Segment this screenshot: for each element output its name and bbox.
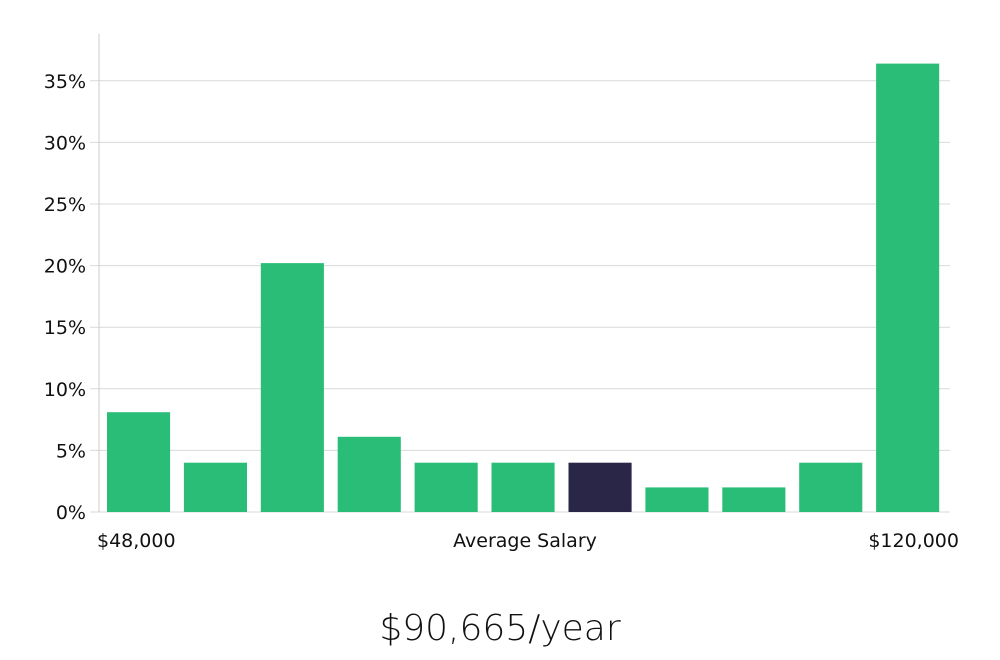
grid-lines: [90, 80, 950, 513]
bar: [260, 263, 324, 512]
bars: [107, 63, 940, 512]
bar: [337, 436, 401, 512]
y-tick-label: 20%: [44, 256, 86, 278]
x-label-max: $120,000: [868, 530, 959, 552]
y-tick-labels: 0% 5% 10% 15% 20% 25% 30% 35%: [44, 71, 86, 524]
y-tick-label: 15%: [44, 317, 86, 339]
x-label-center: Average Salary: [453, 530, 597, 552]
y-tick-label: 10%: [44, 379, 86, 401]
y-tick-label: 5%: [56, 440, 86, 462]
y-tick-label: 35%: [44, 71, 86, 93]
bar: [799, 462, 863, 512]
salary-histogram: 0% 5% 10% 15% 20% 25% 30% 35% $48,000 Average S…: [44, 33, 959, 552]
bar: [183, 462, 247, 512]
y-tick-label: 0%: [56, 502, 86, 524]
bar: [722, 487, 786, 512]
bar: [876, 63, 940, 512]
bar: [107, 412, 171, 512]
x-label-min: $48,000: [97, 530, 176, 552]
average-salary-value: $90,665/year: [379, 608, 621, 649]
y-tick-label: 30%: [44, 132, 86, 154]
bar: [645, 487, 709, 512]
bar: [491, 462, 555, 512]
y-tick-label: 25%: [44, 194, 86, 216]
bar: [414, 462, 478, 512]
bar-average-salary: [568, 462, 632, 512]
